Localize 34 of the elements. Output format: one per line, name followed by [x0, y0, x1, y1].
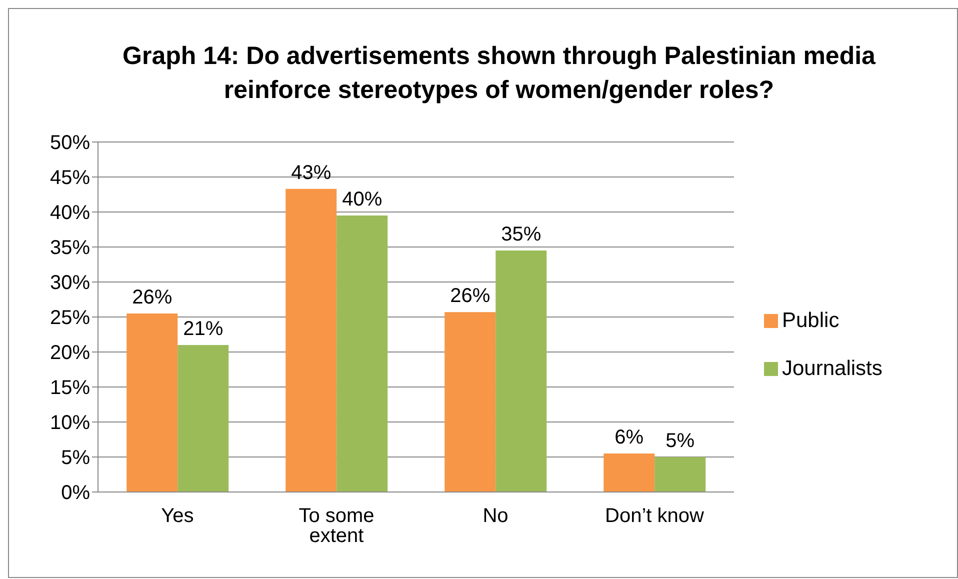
bar	[286, 188, 337, 492]
y-tick-label: 15%	[50, 377, 90, 400]
y-tick-label: 10%	[50, 412, 90, 434]
bar	[178, 345, 229, 492]
y-tick-label: 5%	[61, 447, 90, 470]
chart-title: Graph 14: Do advertisements shown through Palestinian media reinforce stereotypes of women/gender roles?	[122, 41, 876, 106]
data-label: 26%	[450, 285, 490, 308]
y-tick-label: 20%	[50, 342, 90, 364]
data-label: 43%	[291, 162, 332, 184]
data-label: 21%	[183, 318, 224, 340]
data-label: 35%	[501, 224, 542, 246]
data-label: 5%	[666, 430, 695, 452]
y-tick-label: 35%	[50, 237, 90, 260]
x-tick-label: Yes	[161, 505, 194, 528]
bar	[654, 457, 706, 492]
data-label: 6%	[614, 426, 644, 448]
bar	[496, 250, 547, 492]
data-label: 26%	[132, 286, 172, 308]
y-tick-label: 0%	[61, 482, 90, 504]
x-tick-label: No	[482, 505, 508, 528]
bar	[444, 312, 496, 492]
x-tick-label: To some extent	[298, 505, 374, 548]
data-label: 40%	[342, 188, 382, 210]
legend-label: Public	[782, 308, 840, 332]
legend-label: Journalists	[782, 356, 882, 380]
y-tick-label: 50%	[50, 132, 90, 154]
bar	[126, 314, 178, 492]
y-tick-label: 40%	[50, 202, 90, 224]
bar	[336, 216, 388, 492]
x-tick-label: Don’t know	[605, 505, 705, 528]
y-tick-label: 25%	[50, 307, 90, 330]
y-tick-label: 45%	[50, 167, 90, 190]
y-tick-label: 30%	[50, 272, 90, 294]
bar	[604, 454, 655, 492]
